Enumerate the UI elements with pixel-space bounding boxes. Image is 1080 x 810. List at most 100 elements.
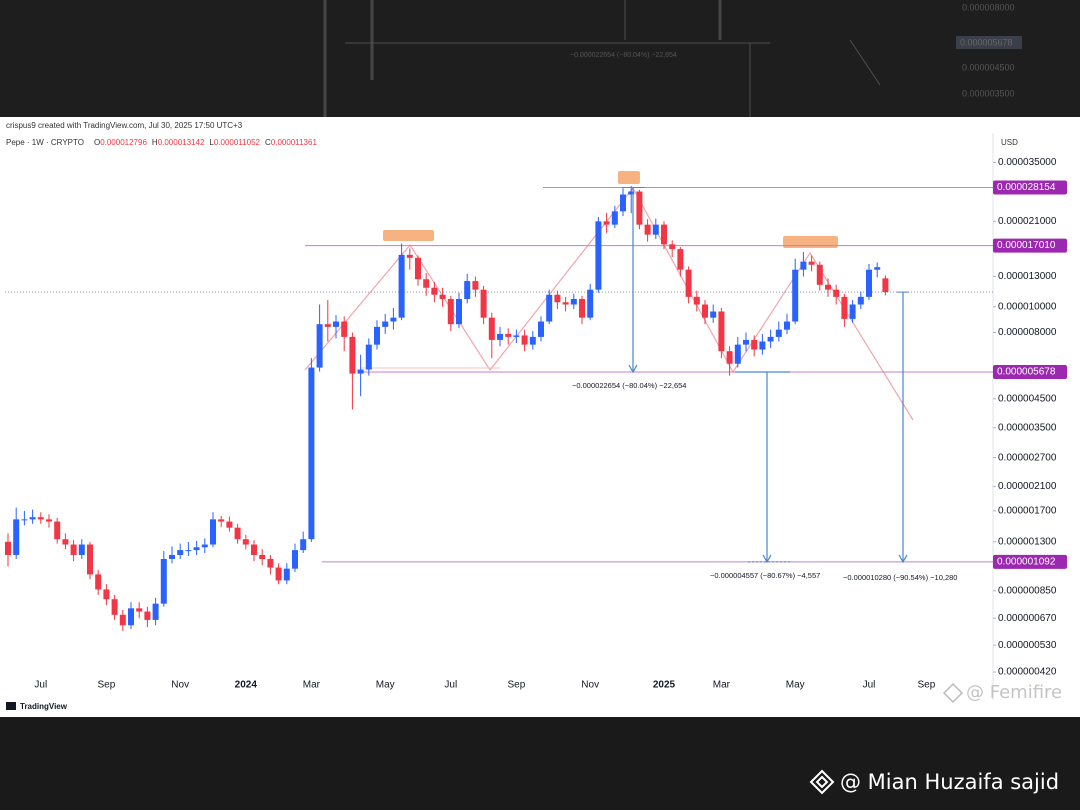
level-label: 0.000017010 (997, 240, 1056, 251)
y-tick-label: 0.000000850 (998, 585, 1057, 596)
y-tick-label: 0.000008000 (998, 327, 1057, 338)
level-label: 0.000001092 (997, 557, 1056, 568)
candle-body (54, 521, 61, 540)
candle-body (423, 279, 430, 288)
candle-body (218, 519, 225, 522)
candle-body (78, 544, 85, 555)
ohlc-key: L (209, 138, 214, 147)
candle-body (685, 269, 692, 297)
head-box (618, 171, 640, 184)
backdrop-echo (323, 0, 881, 117)
backdrop-label: 0.000008000 (962, 2, 1015, 12)
candle-body (13, 519, 20, 555)
candle-body (169, 554, 175, 560)
y-tick-label: 0.000000530 (998, 640, 1057, 651)
candle-body (341, 321, 348, 337)
candle-body (398, 254, 405, 318)
candle-body (505, 333, 512, 337)
y-tick-label: 0.000001700 (998, 506, 1057, 517)
candle-body (538, 321, 544, 337)
candle-body (259, 554, 266, 560)
candle-body (29, 517, 36, 520)
candle-body (136, 608, 143, 612)
candle-body (119, 614, 126, 626)
candle-body (472, 281, 479, 290)
candle-body (800, 261, 807, 270)
candle-body (324, 324, 331, 327)
candle-body (833, 289, 840, 297)
candle-body (382, 321, 389, 327)
candle-body (841, 296, 848, 319)
x-tick-label: Jul (863, 680, 876, 691)
candle-body (193, 547, 200, 551)
level-label: 0.000028154 (997, 182, 1056, 193)
level-label: 0.000005678 (997, 367, 1056, 378)
footer-credit: @ Mian Huzaifa sajid (809, 769, 1059, 795)
candle-body (333, 321, 339, 327)
ohlc-value: 0.000012796 (100, 138, 147, 147)
candle-body (242, 539, 249, 545)
arrow-head (898, 554, 908, 564)
candle-body (579, 298, 585, 318)
x-tick-label: Mar (713, 680, 731, 691)
candle-body (710, 311, 717, 318)
y-tick-label: 0.000000670 (998, 613, 1057, 624)
candle-body (87, 544, 93, 575)
level-badge (993, 554, 1067, 569)
ohlc-key: O (94, 138, 100, 147)
measure-label: −0.000010280 (−90.54%) −10,280 (843, 573, 957, 582)
candle-body (562, 302, 569, 305)
candle-body (718, 311, 725, 352)
x-tick-label: Sep (508, 680, 526, 691)
candle-body (251, 544, 257, 555)
y-tick-label: 0.000035000 (998, 157, 1057, 168)
candle-body (283, 568, 290, 581)
credit: crispus9 created with TradingView.com, J… (6, 121, 243, 130)
symbol: Pepe · 1W · CRYPTO (6, 138, 84, 147)
candle-body (767, 336, 774, 342)
candle-body (111, 599, 118, 615)
candle-body (406, 254, 413, 258)
candle-body (70, 544, 77, 555)
candle-body (37, 517, 44, 520)
level-badge (993, 180, 1067, 195)
x-tick-label: May (786, 680, 805, 691)
candle-body (775, 329, 782, 337)
arrow-head (628, 364, 638, 374)
candle-body (866, 269, 872, 297)
candle-body (308, 367, 315, 540)
y-tick-label: 0.000002700 (998, 452, 1057, 463)
candle-body (5, 541, 11, 555)
handle-watermark-group: @ Femifire (942, 682, 1062, 704)
candle-body (825, 284, 831, 290)
measure-label: −0.000004557 (−80.67%) −4,557 (710, 571, 820, 580)
backdrop-note: −0.000022654 (−80.04%) −22,654 (570, 52, 677, 59)
y-tick-label: 0.000010000 (998, 301, 1057, 312)
candle-body (210, 519, 216, 545)
candle-body (480, 289, 487, 318)
candle-body (21, 519, 28, 521)
plot: 0.000035000 0.000021000 0.000013000 0.00001… (5, 157, 1067, 691)
backdrop-label: 0.000004500 (962, 62, 1015, 72)
candle-body (661, 224, 667, 245)
candle-body (365, 344, 372, 370)
tradingview-logo: TradingView (6, 702, 68, 711)
candle-body (300, 539, 307, 551)
candle-body (784, 321, 790, 330)
candle-body (177, 550, 184, 555)
ohlc-value: 0.000011052 (214, 138, 261, 147)
backdrop-band (0, 0, 1080, 117)
x-tick-label: Nov (171, 680, 189, 691)
y-tick-label: 0.000001300 (998, 536, 1057, 547)
candle-body (128, 608, 134, 626)
candle-body (439, 294, 446, 299)
handle-watermark: @ Femifire (966, 682, 1062, 703)
y-axis-label: USD (1001, 138, 1018, 147)
candle-body (103, 589, 110, 600)
x-tick-label: Sep (98, 680, 116, 691)
author-icon (809, 769, 835, 795)
candle-body (292, 550, 298, 569)
candle-body (816, 264, 823, 285)
